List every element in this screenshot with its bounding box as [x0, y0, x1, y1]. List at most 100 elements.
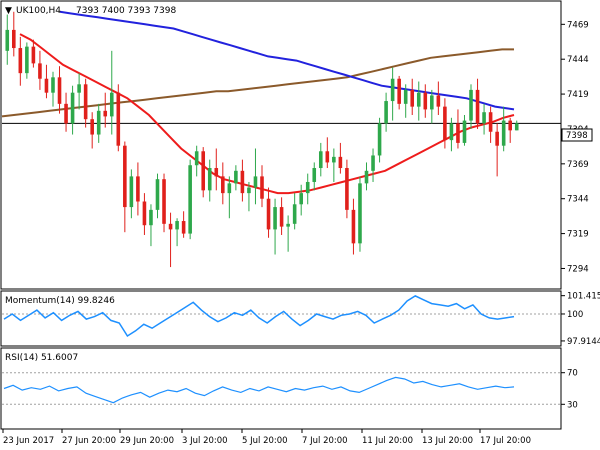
candle-body	[449, 123, 454, 141]
candle-body	[371, 155, 375, 171]
candle-body	[332, 156, 336, 163]
candle-body	[162, 179, 166, 224]
candle-body	[266, 198, 271, 230]
candle	[247, 181, 251, 212]
candle-body	[279, 207, 284, 227]
candle-body	[286, 223, 290, 227]
x-tick-label: 3 Jul 20:00	[182, 436, 228, 446]
candle	[25, 42, 29, 79]
candle-body	[436, 95, 441, 107]
candle	[221, 162, 225, 205]
candle-body	[423, 92, 428, 110]
candle-body	[260, 176, 264, 199]
candle	[70, 85, 75, 135]
rsi-line	[3, 376, 515, 404]
candle-body	[149, 209, 153, 226]
candle-body	[5, 29, 10, 51]
x-tick-label: 13 Jul 20:00	[422, 436, 473, 446]
price-tick-label: 7369	[567, 160, 589, 170]
candle-body	[345, 168, 349, 210]
candle	[64, 92, 68, 132]
candle-body	[70, 92, 75, 124]
candle-body	[168, 223, 173, 230]
rsi-panel-frame	[0, 347, 562, 430]
x-tick-label: 11 Jul 20:00	[362, 436, 413, 446]
momentum-tick-label: 101.4156	[567, 292, 600, 302]
ma-20-line	[19, 33, 515, 195]
price-panel-frame	[0, 0, 562, 290]
candle	[175, 218, 179, 247]
candle	[495, 123, 499, 177]
candle-body	[221, 176, 225, 194]
candle-body	[475, 89, 480, 124]
price-tick-label: 7344	[567, 195, 589, 205]
rsi-tick-label: 70	[567, 369, 578, 379]
candle	[83, 78, 88, 128]
candle	[77, 73, 81, 110]
candle-body	[482, 112, 486, 124]
candle	[443, 98, 447, 149]
candle-body	[247, 187, 251, 194]
candle-body	[38, 63, 42, 79]
candle	[194, 145, 199, 177]
candles	[5, 11, 519, 268]
candle	[469, 84, 473, 129]
candle-body	[456, 123, 460, 143]
candle	[103, 92, 108, 128]
candle	[31, 39, 36, 68]
candle	[38, 50, 42, 90]
candle	[482, 103, 486, 135]
candle	[44, 64, 49, 99]
candle-body	[77, 84, 81, 93]
x-tick-label: 29 Jun 20:00	[120, 436, 174, 446]
candle	[475, 78, 480, 129]
candle	[488, 106, 493, 143]
candle-body	[253, 176, 258, 188]
candle	[397, 75, 401, 110]
candle	[423, 84, 428, 118]
candle	[364, 162, 369, 191]
candle	[260, 165, 264, 208]
candle-body	[201, 151, 206, 191]
candle-body	[488, 112, 493, 132]
candle	[384, 92, 388, 132]
candle-body	[214, 168, 219, 177]
candle-body	[142, 201, 147, 226]
candle-body	[508, 120, 512, 131]
rsi-tick-label: 30	[567, 400, 578, 410]
candle-body	[305, 181, 310, 194]
ohlc-values: 7393 7400 7393 7398	[76, 6, 176, 16]
candle-body	[129, 176, 134, 208]
candle	[207, 159, 212, 202]
candle	[514, 120, 519, 131]
candle	[410, 78, 415, 116]
candle	[116, 84, 121, 152]
candle	[338, 142, 343, 174]
candle-body	[358, 183, 362, 244]
x-tick-label: 7 Jul 20:00	[302, 436, 348, 446]
candle-body	[83, 84, 88, 120]
candle-body	[240, 170, 245, 194]
candle	[292, 193, 297, 230]
candle	[312, 162, 317, 191]
candle	[351, 198, 356, 255]
current-price-tag-bg	[561, 128, 593, 142]
candle	[109, 50, 114, 135]
candle-body	[501, 120, 506, 146]
candle	[57, 66, 62, 114]
candle	[377, 117, 382, 163]
rsi-label: RSI(14) 51.6007	[5, 353, 78, 363]
candle	[142, 193, 147, 235]
candle	[266, 187, 271, 238]
candle-body	[397, 78, 401, 104]
candle	[149, 204, 153, 247]
candle-body	[410, 89, 415, 107]
candle-body	[175, 221, 179, 230]
candle-body	[44, 78, 49, 93]
candle-body	[273, 207, 277, 230]
candle-body	[416, 92, 421, 107]
candle	[390, 67, 395, 121]
candle	[345, 159, 349, 219]
candle-body	[462, 120, 467, 143]
